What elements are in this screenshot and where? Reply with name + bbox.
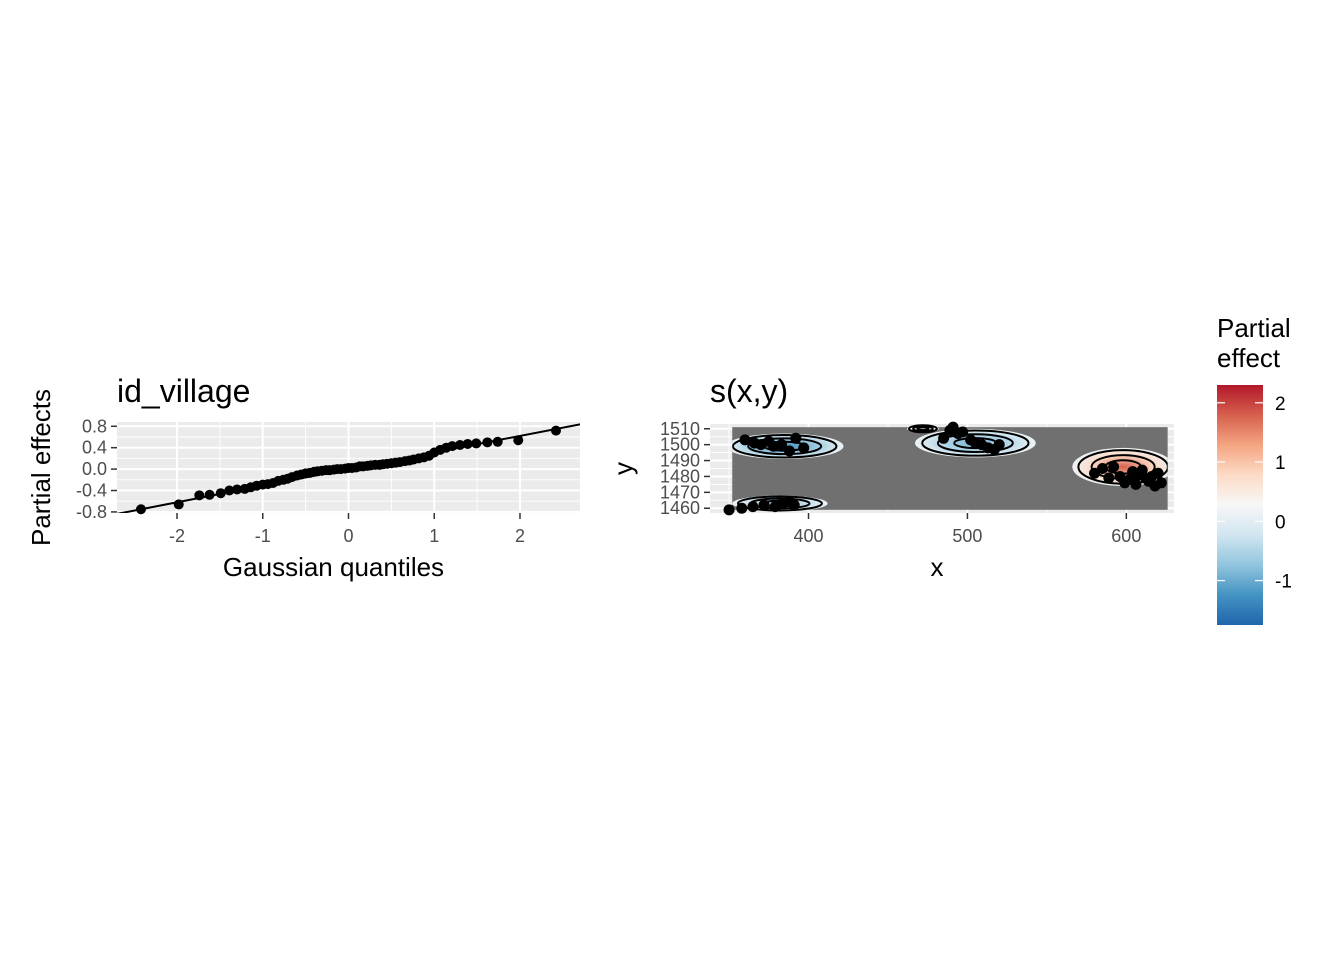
panel-title: id_village [117, 373, 250, 409]
x-tick-label: -1 [255, 526, 271, 546]
panel-title: s(x,y) [710, 373, 788, 409]
legend-title-line: effect [1217, 343, 1281, 373]
colorbar-tick-label: 0 [1275, 512, 1286, 533]
y-tick-label: 1480 [660, 466, 700, 486]
contour-line [936, 433, 1014, 453]
y-tick-label: 1510 [660, 419, 700, 439]
data-point [194, 490, 205, 501]
x-tick-label: 0 [343, 526, 353, 546]
data-point [736, 502, 748, 514]
y-tick-label: 1490 [660, 451, 700, 471]
data-point [1096, 463, 1108, 474]
data-point [1130, 478, 1142, 490]
colorbar [1217, 385, 1263, 625]
data-point [224, 485, 235, 496]
data-point [798, 442, 810, 454]
data-point [783, 445, 795, 457]
data-point [454, 440, 465, 451]
x-tick-label: 1 [429, 526, 439, 546]
data-point [747, 501, 759, 513]
data-point [739, 434, 751, 446]
data-point [462, 438, 473, 449]
y-axis-title: Partial effects [26, 389, 56, 546]
data-point [1155, 477, 1167, 489]
contour-line [747, 437, 823, 456]
x-tick-label: 400 [793, 526, 823, 546]
contour-line [912, 425, 934, 433]
data-point [1152, 467, 1164, 479]
data-point [136, 504, 147, 515]
data-point [1089, 467, 1101, 479]
contour-line [916, 426, 930, 432]
data-point [482, 437, 493, 448]
contour-line [732, 434, 838, 459]
colorbar-tick-label: -1 [1275, 572, 1292, 593]
y-tick-label: -0.8 [76, 502, 107, 522]
data-point [790, 432, 802, 444]
data-point [173, 499, 184, 510]
x-tick-label: 600 [1111, 526, 1141, 546]
contour-line [736, 495, 823, 512]
data-point [776, 439, 788, 451]
data-point [938, 432, 950, 444]
x-axis-title: Gaussian quantiles [223, 552, 444, 582]
y-tick-label: 0.0 [82, 459, 107, 479]
data-point [723, 504, 735, 516]
panel-id-village: -2 -1 0 1 2 -0.8-0.40.00.40.8 id_village Gaussi… [26, 373, 580, 582]
contour-line [921, 429, 1030, 457]
data-point [492, 436, 503, 447]
colorbar-tick-label: 1 [1275, 453, 1286, 474]
x-axis-title: x [931, 552, 944, 582]
data-point [957, 426, 969, 438]
data-point [1103, 472, 1115, 484]
y-tick-label: 1500 [660, 435, 700, 455]
data-point [993, 439, 1005, 451]
y-tick-label: 1460 [660, 498, 700, 518]
y-axis-title: y [608, 462, 638, 475]
y-tick-label: 0.8 [82, 416, 107, 436]
colorbar-tick-label: 2 [1275, 394, 1286, 415]
legend-title-line: Partial [1217, 313, 1291, 343]
contour-line [907, 424, 938, 434]
data-point [447, 441, 458, 452]
x-tick-label: -2 [169, 526, 185, 546]
y-tick-label: -0.4 [76, 481, 107, 501]
data-point [215, 488, 226, 499]
x-tick-label: 500 [952, 526, 982, 546]
y-tick-label: 0.4 [82, 438, 107, 458]
data-point [204, 489, 215, 500]
data-point [758, 499, 770, 511]
x-tick-label: 2 [515, 526, 525, 546]
y-tick-label: 1470 [660, 482, 700, 502]
data-point [550, 425, 561, 436]
data-point [471, 438, 482, 449]
data-point [788, 499, 800, 511]
data-point [1108, 461, 1120, 473]
data-point [232, 484, 243, 495]
data-point [513, 435, 524, 446]
